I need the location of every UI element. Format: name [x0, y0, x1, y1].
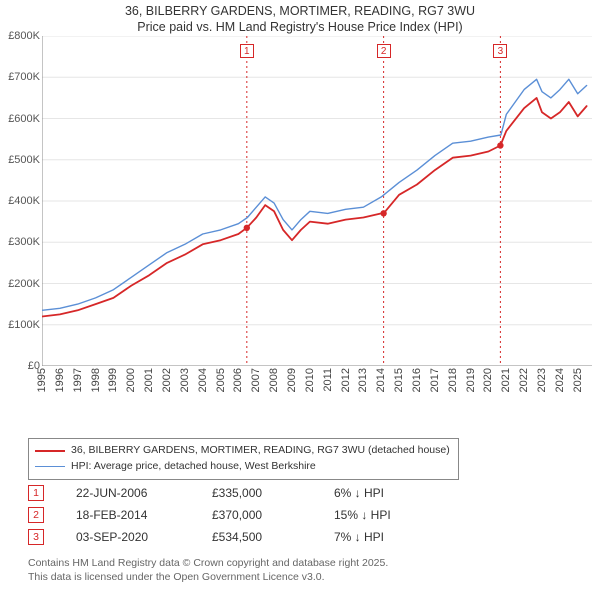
x-tick-label: 1997	[72, 368, 84, 392]
x-tick-label: 2013	[357, 368, 369, 392]
transaction-row: 2 18-FEB-2014 £370,000 15% ↓ HPI	[28, 504, 444, 526]
x-tick-label: 2015	[393, 368, 405, 392]
x-tick-label: 1995	[36, 368, 48, 392]
x-tick-label: 2007	[250, 368, 262, 392]
transaction-date: 03-SEP-2020	[76, 530, 180, 544]
transaction-price: £370,000	[212, 508, 302, 522]
legend-label: 36, BILBERRY GARDENS, MORTIMER, READING,…	[71, 443, 450, 459]
y-tick-label: £500K	[8, 154, 40, 166]
x-tick-label: 2016	[411, 368, 423, 392]
footer-line2: This data is licensed under the Open Gov…	[28, 570, 388, 584]
x-tick-label: 2002	[161, 368, 173, 392]
title-subtitle: Price paid vs. HM Land Registry's House …	[0, 20, 600, 36]
chart-area: £0£100K£200K£300K£400K£500K£600K£700K£80…	[0, 36, 600, 400]
x-tick-label: 2012	[340, 368, 352, 392]
y-tick-label: £100K	[8, 319, 40, 331]
x-tick-label: 2010	[304, 368, 316, 392]
x-tick-label: 2022	[518, 368, 530, 392]
x-tick-label: 2000	[125, 368, 137, 392]
y-tick-label: £800K	[8, 30, 40, 42]
x-tick-label: 2025	[572, 368, 584, 392]
chart-marker-1: 1	[240, 44, 254, 58]
chart-marker-3: 3	[493, 44, 507, 58]
legend: 36, BILBERRY GARDENS, MORTIMER, READING,…	[28, 438, 459, 480]
x-tick-label: 2019	[465, 368, 477, 392]
x-tick-label: 1999	[107, 368, 119, 392]
x-tick-label: 2008	[268, 368, 280, 392]
transaction-price: £335,000	[212, 486, 302, 500]
title-address: 36, BILBERRY GARDENS, MORTIMER, READING,…	[0, 4, 600, 20]
x-tick-label: 2011	[322, 368, 334, 392]
x-tick-label: 2021	[500, 368, 512, 392]
plot-area: 1 2 3	[42, 36, 592, 366]
x-tick-label: 2023	[536, 368, 548, 392]
y-tick-label: £600K	[8, 113, 40, 125]
x-tick-label: 2005	[215, 368, 227, 392]
x-tick-label: 2018	[447, 368, 459, 392]
transaction-row: 1 22-JUN-2006 £335,000 6% ↓ HPI	[28, 482, 444, 504]
footer-line1: Contains HM Land Registry data © Crown c…	[28, 556, 388, 570]
legend-swatch	[35, 466, 65, 467]
x-tick-label: 2024	[554, 368, 566, 392]
x-tick-label: 2017	[429, 368, 441, 392]
transaction-delta: 15% ↓ HPI	[334, 508, 444, 522]
x-tick-label: 1996	[54, 368, 66, 392]
x-tick-label: 2003	[179, 368, 191, 392]
x-axis-labels: 1995199619971998199920002001200220032004…	[42, 368, 592, 404]
plot-svg	[42, 36, 592, 366]
y-axis-labels: £0£100K£200K£300K£400K£500K£600K£700K£80…	[0, 36, 42, 400]
transaction-delta: 6% ↓ HPI	[334, 486, 444, 500]
chart-marker-2: 2	[377, 44, 391, 58]
legend-label: HPI: Average price, detached house, West…	[71, 459, 316, 475]
chart-titles: 36, BILBERRY GARDENS, MORTIMER, READING,…	[0, 0, 600, 35]
x-tick-label: 2001	[143, 368, 155, 392]
footer-attribution: Contains HM Land Registry data © Crown c…	[28, 556, 388, 584]
x-tick-label: 2004	[197, 368, 209, 392]
legend-swatch	[35, 450, 65, 452]
x-tick-label: 2014	[375, 368, 387, 392]
transaction-row: 3 03-SEP-2020 £534,500 7% ↓ HPI	[28, 526, 444, 548]
y-tick-label: £700K	[8, 71, 40, 83]
y-tick-label: £200K	[8, 278, 40, 290]
x-tick-label: 2020	[482, 368, 494, 392]
transaction-price: £534,500	[212, 530, 302, 544]
transaction-marker: 3	[28, 529, 44, 545]
transaction-date: 18-FEB-2014	[76, 508, 180, 522]
legend-item: HPI: Average price, detached house, West…	[35, 459, 450, 475]
x-tick-label: 2009	[286, 368, 298, 392]
x-tick-label: 1998	[90, 368, 102, 392]
legend-item: 36, BILBERRY GARDENS, MORTIMER, READING,…	[35, 443, 450, 459]
transaction-date: 22-JUN-2006	[76, 486, 180, 500]
transaction-delta: 7% ↓ HPI	[334, 530, 444, 544]
transaction-marker: 2	[28, 507, 44, 523]
x-tick-label: 2006	[232, 368, 244, 392]
y-tick-label: £400K	[8, 195, 40, 207]
transactions-table: 1 22-JUN-2006 £335,000 6% ↓ HPI 2 18-FEB-2014…	[28, 482, 444, 548]
transaction-marker: 1	[28, 485, 44, 501]
y-tick-label: £300K	[8, 236, 40, 248]
